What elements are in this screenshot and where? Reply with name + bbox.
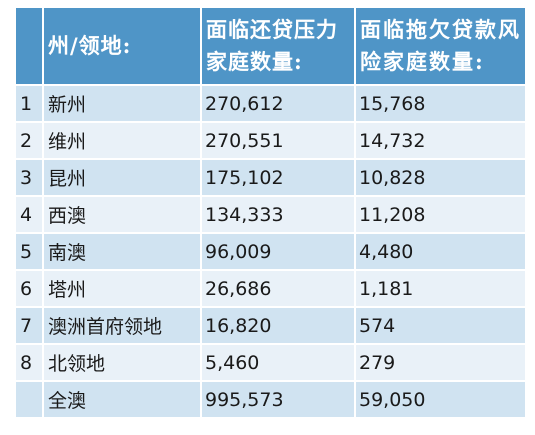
row-state: 全澳 [44, 382, 202, 419]
table-row: 1 新州 270,612 15,768 [16, 86, 525, 123]
row-mortgage-stress: 995,573 [202, 382, 356, 419]
table-row: 2 维州 270,551 14,732 [16, 123, 525, 160]
row-index: 5 [16, 234, 44, 271]
row-state: 塔州 [44, 271, 202, 308]
header-index [16, 8, 44, 86]
row-mortgage-stress: 270,612 [202, 86, 356, 123]
row-default-risk: 279 [356, 345, 525, 382]
row-default-risk: 59,050 [356, 382, 525, 419]
table-row: 5 南澳 96,009 4,480 [16, 234, 525, 271]
row-index [16, 382, 44, 419]
row-index: 3 [16, 160, 44, 197]
row-mortgage-stress: 134,333 [202, 197, 356, 234]
row-default-risk: 4,480 [356, 234, 525, 271]
header-mortgage-stress: 面临还贷压力家庭数量: [202, 8, 356, 86]
table-row: 6 塔州 26,686 1,181 [16, 271, 525, 308]
mortgage-stress-table: 州/领地: 面临还贷压力家庭数量: 面临拖欠贷款风险家庭数量: 1 新州 270… [16, 8, 525, 419]
row-mortgage-stress: 5,460 [202, 345, 356, 382]
table-row-total: 全澳 995,573 59,050 [16, 382, 525, 419]
row-state: 维州 [44, 123, 202, 160]
row-state: 南澳 [44, 234, 202, 271]
row-index: 1 [16, 86, 44, 123]
row-index: 4 [16, 197, 44, 234]
row-index: 7 [16, 308, 44, 345]
row-state: 新州 [44, 86, 202, 123]
row-state: 澳洲首府领地 [44, 308, 202, 345]
row-mortgage-stress: 270,551 [202, 123, 356, 160]
table-row: 7 澳洲首府领地 16,820 574 [16, 308, 525, 345]
row-mortgage-stress: 175,102 [202, 160, 356, 197]
table-row: 4 西澳 134,333 11,208 [16, 197, 525, 234]
table-row: 8 北领地 5,460 279 [16, 345, 525, 382]
row-default-risk: 10,828 [356, 160, 525, 197]
row-mortgage-stress: 16,820 [202, 308, 356, 345]
row-index: 6 [16, 271, 44, 308]
row-default-risk: 14,732 [356, 123, 525, 160]
row-default-risk: 1,181 [356, 271, 525, 308]
row-default-risk: 574 [356, 308, 525, 345]
header-default-risk: 面临拖欠贷款风险家庭数量: [356, 8, 525, 86]
row-state: 昆州 [44, 160, 202, 197]
header-state: 州/领地: [44, 8, 202, 86]
table-header-row: 州/领地: 面临还贷压力家庭数量: 面临拖欠贷款风险家庭数量: [16, 8, 525, 86]
row-index: 2 [16, 123, 44, 160]
row-default-risk: 11,208 [356, 197, 525, 234]
row-mortgage-stress: 96,009 [202, 234, 356, 271]
row-index: 8 [16, 345, 44, 382]
row-state: 西澳 [44, 197, 202, 234]
table-row: 3 昆州 175,102 10,828 [16, 160, 525, 197]
row-default-risk: 15,768 [356, 86, 525, 123]
row-mortgage-stress: 26,686 [202, 271, 356, 308]
row-state: 北领地 [44, 345, 202, 382]
